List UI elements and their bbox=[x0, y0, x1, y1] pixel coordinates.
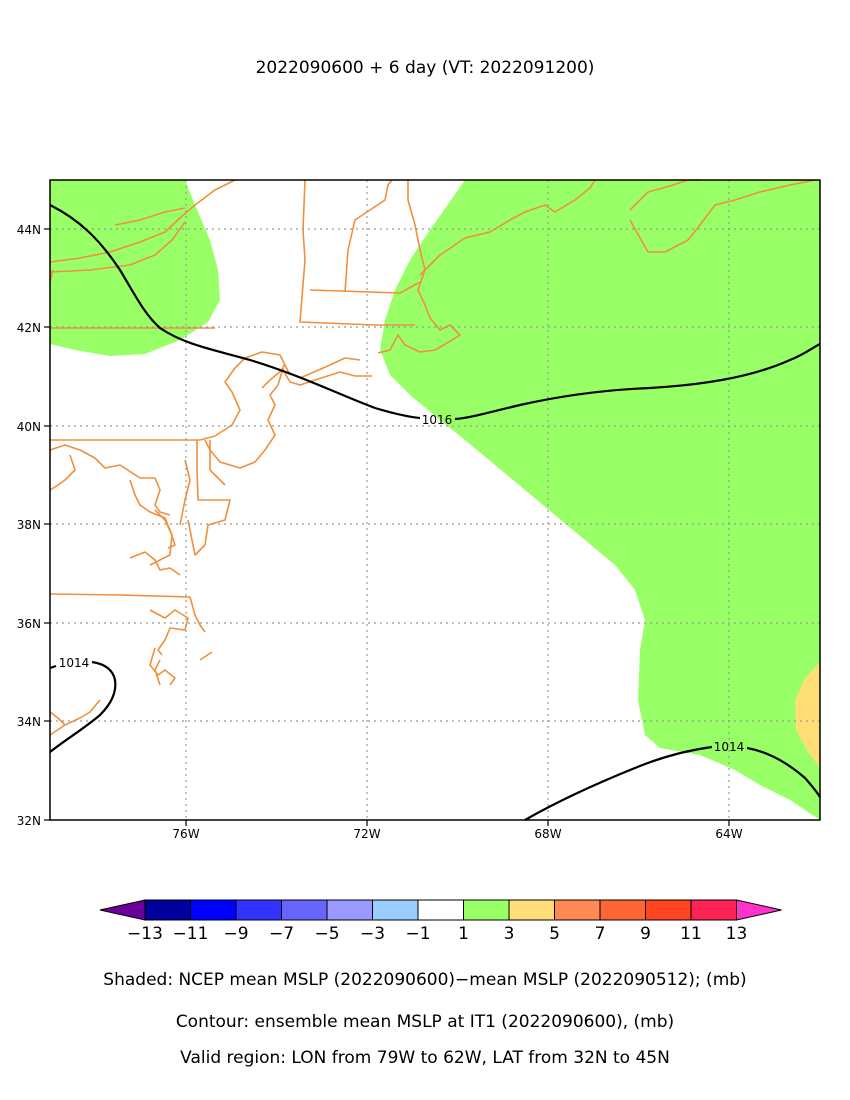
longitude-labels: 76W 72W 68W 64W bbox=[172, 827, 742, 841]
colorbar-tick-label: 5 bbox=[549, 924, 560, 944]
lon-tick-label: 72W bbox=[353, 827, 380, 841]
colorbar-swatch bbox=[645, 899, 692, 921]
lat-tick-label: 40N bbox=[17, 420, 41, 434]
colorbar-tick-label: −13 bbox=[127, 924, 163, 944]
colorbar-swatch bbox=[144, 899, 191, 921]
coastline-and-borders bbox=[49, 179, 816, 736]
latitude-labels: 44N 42N 40N 38N 36N 34N 32N bbox=[17, 223, 41, 828]
colorbar-tick-label: −3 bbox=[360, 924, 385, 944]
colorbar-tick-label: 13 bbox=[726, 924, 748, 944]
map-frame bbox=[49, 179, 821, 821]
contour-label: 1014 bbox=[59, 656, 90, 670]
colorbar-swatch bbox=[463, 899, 510, 921]
colorbar-swatch bbox=[599, 899, 646, 921]
lat-tick-label: 42N bbox=[17, 321, 41, 335]
colorbar-tick-label: −9 bbox=[223, 924, 248, 944]
colorbar-tick-label: −7 bbox=[269, 924, 294, 944]
colorbar-tick-label: 9 bbox=[640, 924, 651, 944]
colorbar-swatch bbox=[281, 899, 328, 921]
colorbar-right-arrow bbox=[736, 899, 782, 921]
graticule bbox=[50, 180, 820, 820]
contour-line-1016 bbox=[49, 204, 821, 421]
positive-anomaly-region-southeast-strong bbox=[795, 662, 820, 768]
caption-shaded: Shaded: NCEP mean MSLP (2022090600)−mean… bbox=[103, 970, 747, 990]
colorbar: −13 −11 −9 −7 −5 −3 −1 1 3 5 7 9 11 13 bbox=[99, 899, 782, 944]
caption-contour: Contour: ensemble mean MSLP at IT1 (2022… bbox=[175, 1012, 675, 1032]
colorbar-left-arrow bbox=[99, 899, 146, 921]
colorbar-swatch bbox=[508, 899, 555, 921]
caption-region: Valid region: LON from 79W to 62W, LAT f… bbox=[180, 1048, 670, 1068]
lon-tick-label: 76W bbox=[172, 827, 199, 841]
colorbar-tick-label: −1 bbox=[405, 924, 430, 944]
lat-tick-label: 38N bbox=[17, 518, 41, 532]
colorbar-tick-label: −5 bbox=[314, 924, 339, 944]
contour-label: 1014 bbox=[714, 740, 745, 754]
lat-tick-label: 34N bbox=[17, 715, 41, 729]
colorbar-tick-label: −11 bbox=[173, 924, 209, 944]
pressure-contours bbox=[49, 204, 821, 821]
axis-ticks bbox=[44, 228, 730, 826]
colorbar-tick-label: 1 bbox=[458, 924, 469, 944]
lon-tick-label: 68W bbox=[534, 827, 561, 841]
colorbar-swatch bbox=[326, 899, 373, 921]
colorbar-tick-label: 11 bbox=[680, 924, 702, 944]
contour-line-1014-southwest bbox=[49, 660, 117, 753]
shaded-anomaly-layer bbox=[50, 180, 820, 820]
colorbar-swatch bbox=[190, 899, 237, 921]
contour-label: 1016 bbox=[422, 413, 453, 427]
contour-line-1014-southeast bbox=[524, 745, 821, 821]
colorbar-swatch bbox=[417, 899, 464, 921]
colorbar-swatch bbox=[690, 899, 737, 921]
lat-tick-label: 32N bbox=[17, 814, 41, 828]
colorbar-swatch bbox=[372, 899, 419, 921]
positive-anomaly-region-east bbox=[380, 180, 820, 820]
colorbar-tick-label: 7 bbox=[595, 924, 606, 944]
map-title: 2022090600 + 6 day (VT: 2022091200) bbox=[255, 58, 595, 78]
positive-anomaly-region-northwest bbox=[50, 180, 220, 356]
colorbar-swatch bbox=[554, 899, 601, 921]
contour-labels: 1016 1014 1014 bbox=[59, 413, 745, 754]
colorbar-tick-label: 3 bbox=[504, 924, 515, 944]
lat-tick-label: 36N bbox=[17, 617, 41, 631]
lon-tick-label: 64W bbox=[715, 827, 742, 841]
colorbar-swatch bbox=[235, 899, 282, 921]
lat-tick-label: 44N bbox=[17, 223, 41, 237]
